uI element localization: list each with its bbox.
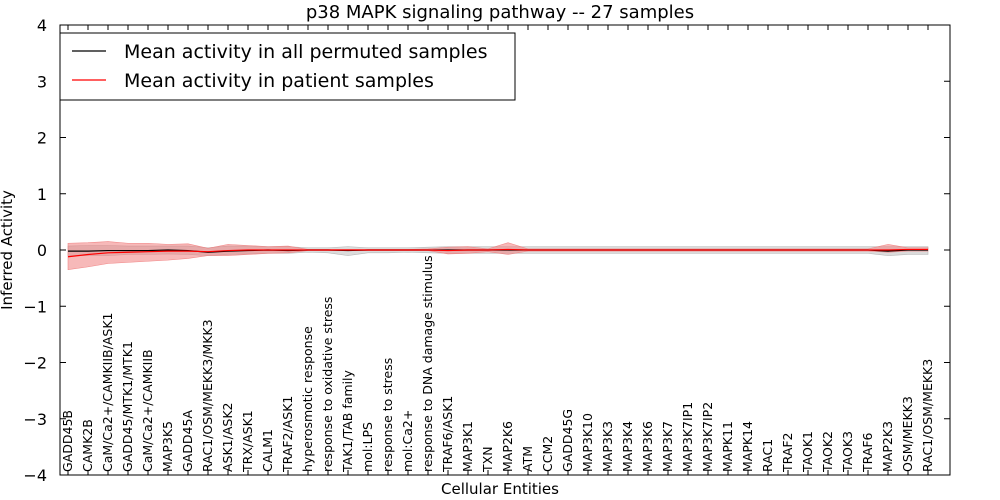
x-tick-label: GADD45A <box>180 410 195 472</box>
legend-box <box>59 32 516 101</box>
x-tick-label: ATM <box>520 446 535 472</box>
x-tick-label: TRAF6/ASK1 <box>440 396 455 473</box>
x-tick-label: MAP2K6 <box>500 421 515 472</box>
x-tick-label: GADD45/MTK1/MTK1 <box>120 341 135 472</box>
x-tick-label: TRX/ASK1 <box>240 410 255 473</box>
x-tick-label: MAPK11 <box>720 421 735 472</box>
x-tick-label: hyperosmotic response <box>300 326 315 472</box>
x-tick-label: MAP3K1 <box>460 421 475 472</box>
x-tick-label: MAPK14 <box>740 421 755 472</box>
y-tick-label: −3 <box>23 410 47 429</box>
x-axis: GADD45B CAMK2B CaM/Ca2+/CAMKIIB/ASK1 GADD45… <box>60 25 935 475</box>
x-tick-label: MAP3K10 <box>580 413 595 472</box>
x-tick-label: CAMK2B <box>80 419 95 472</box>
x-tick-label: MAP3K7IP2 <box>700 402 715 472</box>
x-tick-label: OSM/MEKK3 <box>900 396 915 472</box>
x-tick-label: mol:LPS <box>360 422 375 472</box>
series-lines <box>67 248 928 258</box>
x-tick-label: RAC1/OSM/MEKK3 <box>920 359 935 472</box>
x-tick-label: TAK1/TAB family <box>340 369 355 473</box>
x-tick-label: MAP3K3 <box>600 421 615 472</box>
x-tick-label: MAP3K4 <box>620 421 635 472</box>
y-tick-label: −2 <box>23 354 47 373</box>
x-tick-label: RAC1/OSM/MEKK3/MKK3 <box>200 319 215 472</box>
y-tick-label: 3 <box>37 72 47 91</box>
y-tick-label: 1 <box>37 185 47 204</box>
x-tick-label: TRAF2/ASK1 <box>280 396 295 473</box>
x-tick-label: MAP2K3 <box>880 421 895 472</box>
x-tick-label: RAC1 <box>760 439 775 472</box>
x-tick-label: ASK1/ASK2 <box>220 403 235 472</box>
line-patient-mean <box>67 248 928 258</box>
legend: Mean activity in all permuted samples Me… <box>59 32 516 101</box>
y-tick-label: −4 <box>23 466 47 485</box>
x-axis-label: Cellular Entities <box>441 480 559 498</box>
y-tick-label: 2 <box>37 129 47 148</box>
x-tick-label: response to oxidative stress <box>320 297 335 472</box>
x-tick-label: response to stress <box>380 358 395 472</box>
y-axis-label: Inferred Activity <box>0 190 16 310</box>
x-tick-label: MAP3K7 <box>660 421 675 472</box>
legend-label-patient: Mean activity in patient samples <box>124 70 434 92</box>
x-tick-label: mol:Ca2+ <box>400 410 415 472</box>
x-tick-label: MAP3K7IP1 <box>680 402 695 472</box>
x-tick-label: TAOK3 <box>840 431 855 473</box>
x-tick-label: CALM1 <box>260 429 275 472</box>
x-tick-label: MAP3K5 <box>160 421 175 472</box>
x-tick-label: GADD45B <box>60 410 75 472</box>
legend-label-permuted: Mean activity in all permuted samples <box>124 41 487 63</box>
x-tick-label: MAP3K6 <box>640 421 655 472</box>
y-tick-label: 4 <box>37 16 47 35</box>
x-tick-label: CaM/Ca2+/CAMKIIB <box>140 349 155 472</box>
chart-title: p38 MAPK signaling pathway -- 27 samples <box>306 2 694 23</box>
y-tick-label: 0 <box>37 241 47 260</box>
x-tick-label: GADD45G <box>560 409 575 472</box>
x-tick-label: TRAF6 <box>860 432 875 473</box>
x-tick-label: CCM2 <box>540 436 555 472</box>
y-axis: 4 3 2 1 0 −1 −2 −3 −4 <box>23 16 950 485</box>
x-tick-label: TRAF2 <box>780 432 795 473</box>
x-tick-label: response to DNA damage stimulus <box>420 255 435 472</box>
y-tick-label: −1 <box>23 297 47 316</box>
x-tick-label: TAOK1 <box>800 431 815 473</box>
x-tick-label: TXN <box>480 446 495 473</box>
x-tick-label: TAOK2 <box>820 431 835 473</box>
x-tick-label: CaM/Ca2+/CAMKIIB/ASK1 <box>100 313 115 472</box>
